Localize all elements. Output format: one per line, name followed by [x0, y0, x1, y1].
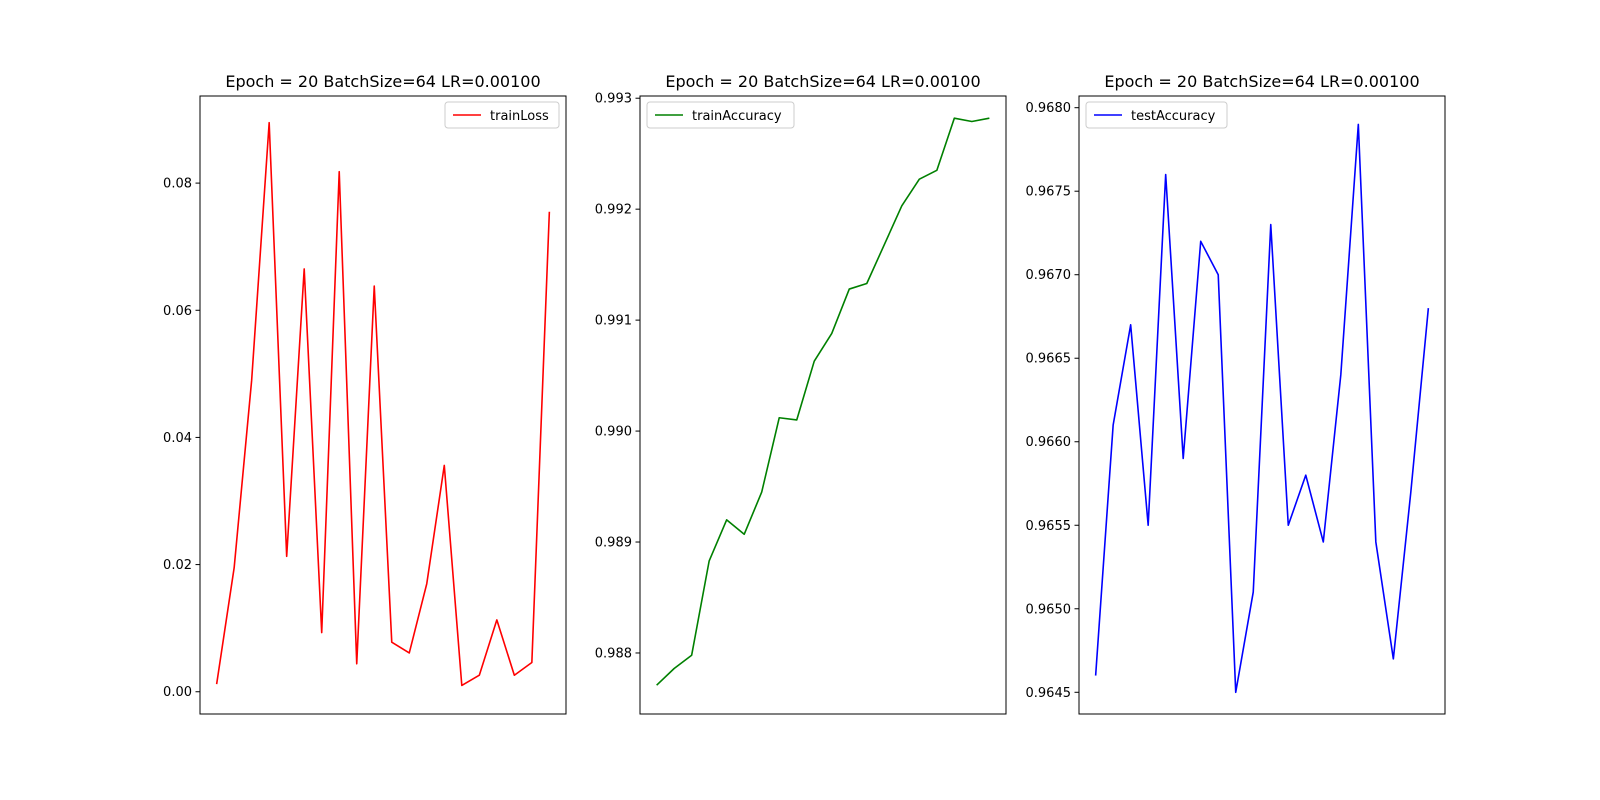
chart-title: Epoch = 20 BatchSize=64 LR=0.00100: [225, 72, 540, 91]
chart-panel-3: Epoch = 20 BatchSize=64 LR=0.00100 0.9645…: [1026, 72, 1446, 715]
legend-label: trainAccuracy: [692, 109, 782, 124]
chart-title: Epoch = 20 BatchSize=64 LR=0.00100: [1104, 72, 1419, 91]
chart-panel-1: Epoch = 20 BatchSize=64 LR=0.00100 0.00 0.…: [163, 72, 567, 715]
legend: trainLoss: [444, 101, 560, 129]
y-tick-label: 0.9670: [1026, 268, 1072, 283]
y-tick-label: 0.992: [595, 203, 632, 218]
y-tick-label: 0.9680: [1026, 101, 1072, 116]
y-tick-label: 0.9660: [1026, 435, 1072, 450]
chart-title: Epoch = 20 BatchSize=64 LR=0.00100: [665, 72, 980, 91]
y-tick-label: 0.993: [595, 92, 632, 107]
y-tick-label: 0.9675: [1026, 185, 1072, 200]
y-tick-label: 0.990: [595, 425, 632, 440]
y-tick-label: 0.988: [595, 646, 632, 661]
y-tick-label: 0.9655: [1026, 519, 1072, 534]
chart-panel-2: Epoch = 20 BatchSize=64 LR=0.00100 0.988 0…: [595, 72, 1007, 715]
y-tick-label: 0.9665: [1026, 352, 1072, 367]
y-tick-label: 0.00: [163, 685, 192, 700]
y-tick-label: 0.02: [163, 558, 192, 573]
legend-box: [1085, 101, 1228, 129]
legend-box: [444, 101, 560, 129]
y-tick-label: 0.991: [595, 314, 632, 329]
series-line-trainAccuracy: [656, 117, 990, 686]
legend-box: [646, 101, 795, 129]
legend-label: testAccuracy: [1131, 109, 1216, 124]
series-line-trainLoss: [215, 121, 551, 687]
legend: testAccuracy: [1085, 101, 1228, 129]
axes-frame: [639, 95, 1007, 715]
axes-frame: [199, 95, 567, 715]
legend: trainAccuracy: [646, 101, 795, 129]
y-tick-label: 0.08: [163, 177, 192, 192]
axes-frame: [1078, 95, 1446, 715]
legend-label: trainLoss: [490, 109, 549, 124]
series-line-testAccuracy: [1094, 123, 1430, 694]
y-tick-label: 0.989: [595, 536, 632, 551]
y-tick-label: 0.9645: [1026, 686, 1072, 701]
y-tick-label: 0.04: [163, 431, 192, 446]
y-tick-label: 0.9650: [1026, 602, 1072, 617]
y-tick-label: 0.06: [163, 304, 192, 319]
